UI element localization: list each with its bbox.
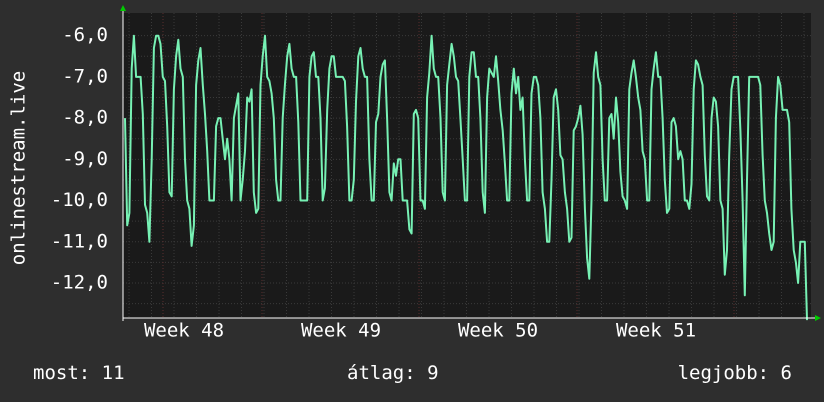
y-axis-arrow xyxy=(120,5,126,11)
best-value: 6 xyxy=(780,362,792,384)
average-label: átlag: xyxy=(347,362,416,384)
x-tick-label: Week 49 xyxy=(301,320,381,342)
y-axis-label: onlinestream.live xyxy=(8,71,30,265)
series-group xyxy=(124,34,808,321)
y-tick-labels: -6,0 -7,0 -8,0 -9,0 -10,0 -11,0 -12,0 xyxy=(51,24,108,293)
x-tick-label: Week 51 xyxy=(616,320,696,342)
current-stat: most: 11 xyxy=(33,362,125,384)
x-tick-labels: Week 48 Week 49 Week 50 Week 51 xyxy=(144,320,696,342)
y-tick-label: -12,0 xyxy=(51,271,108,293)
best-label: legjobb: xyxy=(677,362,770,384)
x-tick-label: Week 50 xyxy=(458,320,538,342)
current-label: most: xyxy=(33,362,91,384)
x-tick-label: Week 48 xyxy=(144,320,224,342)
y-tick-label: -6,0 xyxy=(62,24,108,46)
average-value: 9 xyxy=(427,362,439,384)
axes xyxy=(120,5,821,321)
y-tick-label: -9,0 xyxy=(62,148,108,170)
y-tick-label: -8,0 xyxy=(62,107,108,129)
series-line xyxy=(124,34,808,321)
average-stat: átlag: 9 xyxy=(347,362,439,384)
x-axis-arrow xyxy=(815,315,821,321)
y-tick-label: -7,0 xyxy=(62,65,108,87)
y-tick-label: -10,0 xyxy=(51,189,108,211)
current-value: 11 xyxy=(101,362,125,384)
best-stat: legjobb: 6 xyxy=(678,362,792,384)
y-tick-label: -11,0 xyxy=(51,230,108,252)
